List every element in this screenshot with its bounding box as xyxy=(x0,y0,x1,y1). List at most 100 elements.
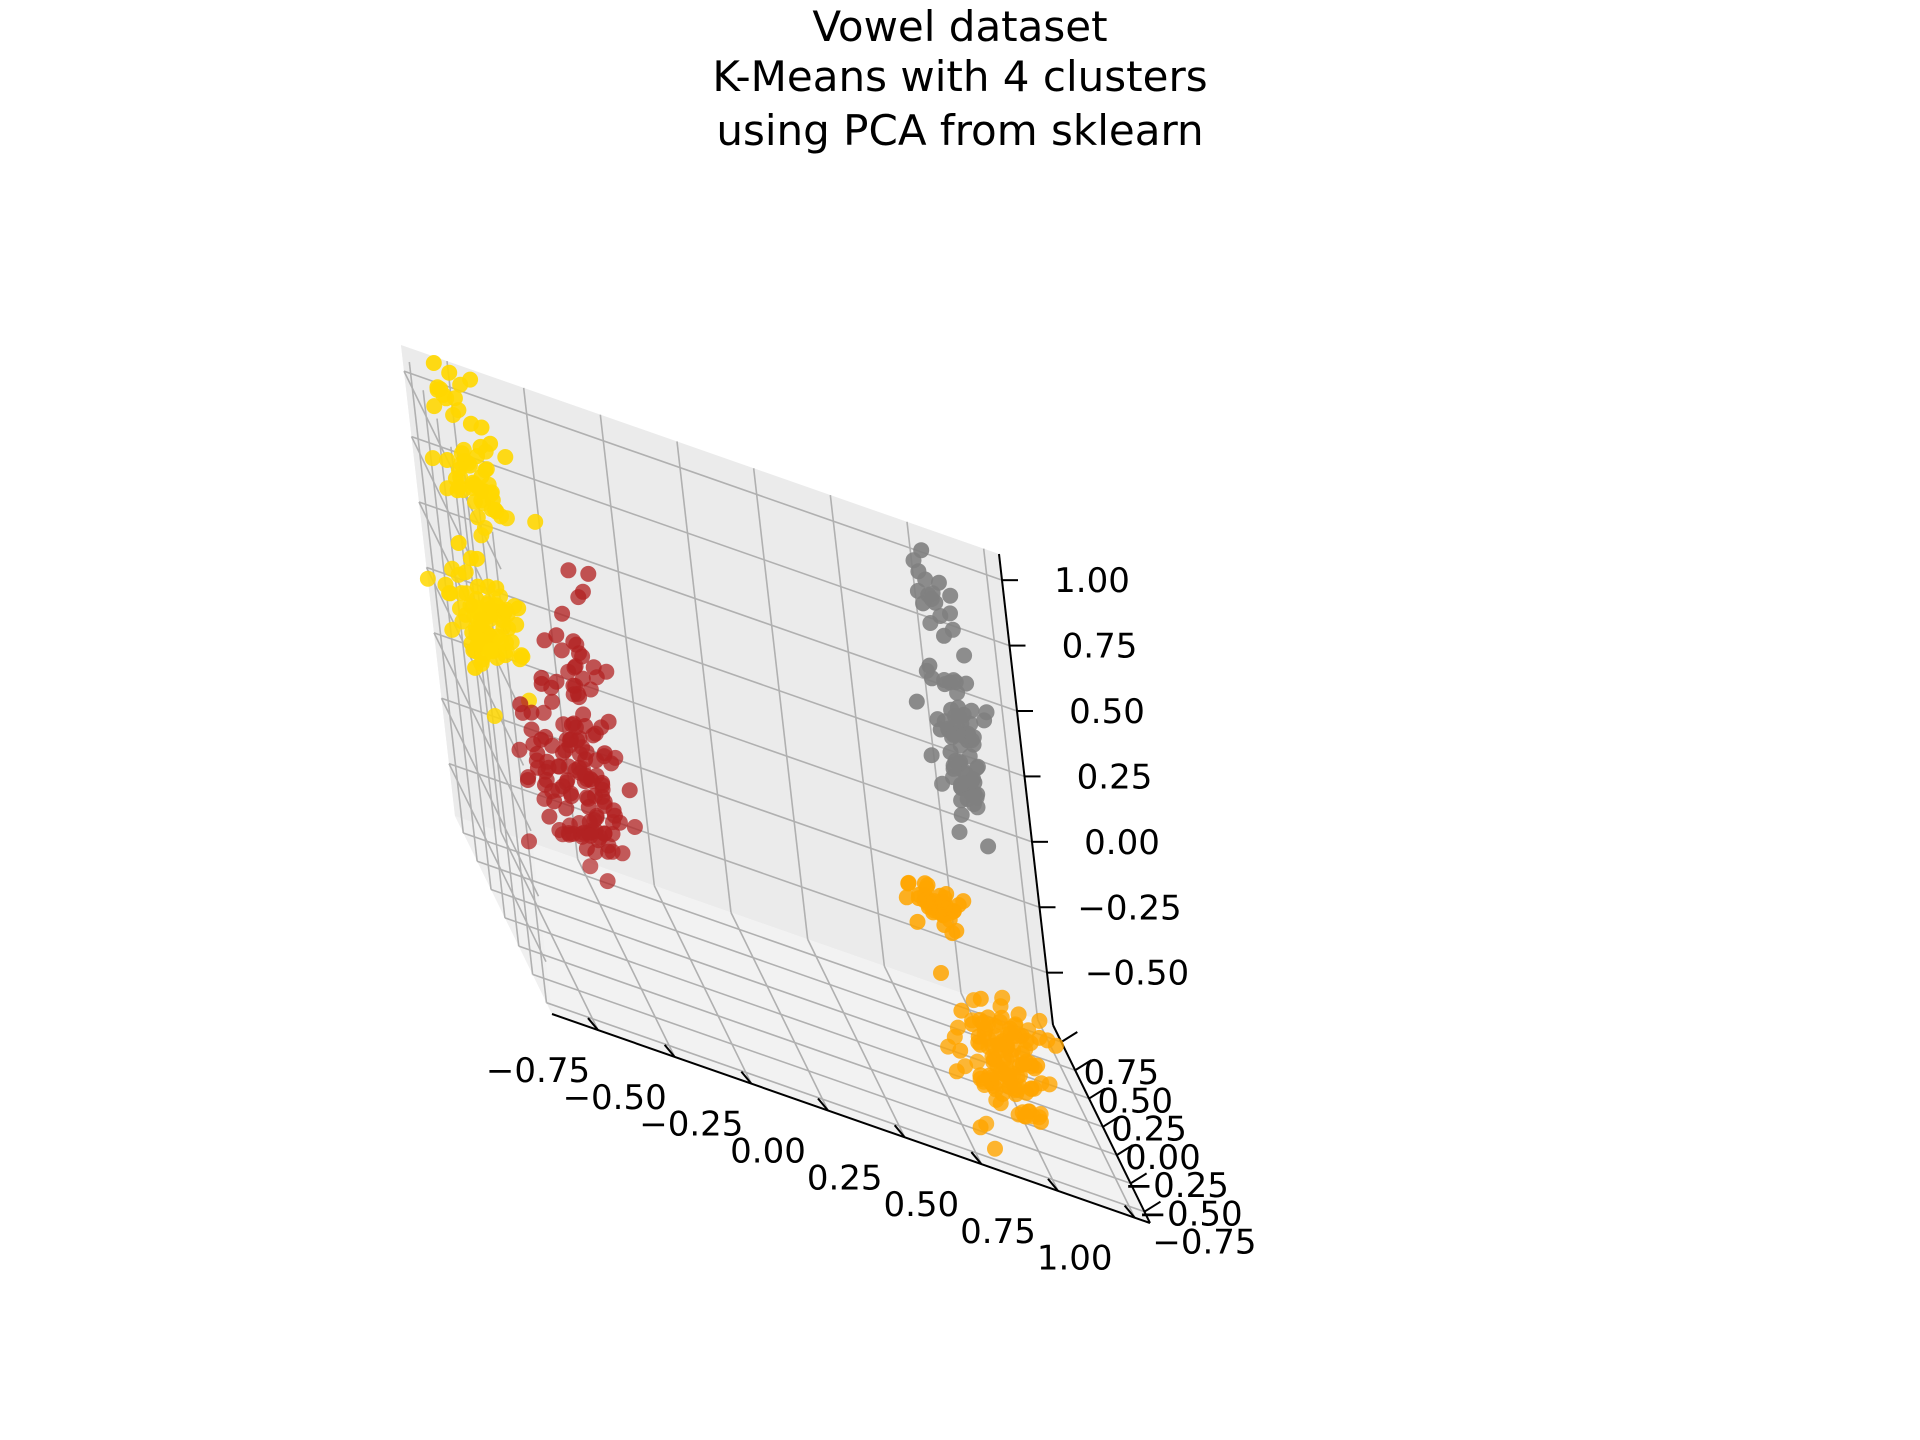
z-gridline-left xyxy=(440,697,540,897)
scatter-point-series-0 xyxy=(519,772,536,788)
scatter-point-series-3 xyxy=(980,1016,996,1033)
scatter-point-series-2 xyxy=(936,672,953,688)
y-tick-mark xyxy=(1143,1200,1161,1213)
scatter-point-series-0 xyxy=(596,797,613,814)
scatter-point-series-3 xyxy=(1041,1076,1058,1093)
scatter-point-series-2 xyxy=(956,647,973,664)
scatter-point-series-2 xyxy=(978,704,995,721)
scatter-point-series-1 xyxy=(452,469,469,485)
x-gridline-floor xyxy=(806,938,906,1138)
scatter-point-series-0 xyxy=(575,706,592,723)
scatter-point-series-0 xyxy=(582,681,599,698)
y-tick-mark xyxy=(1060,1031,1078,1043)
y-tick-label: 0.25 xyxy=(1111,1110,1187,1150)
scatter-point-series-3 xyxy=(978,1115,995,1132)
scatter-point-series-0 xyxy=(554,826,571,843)
scatter-point-series-3 xyxy=(990,1036,1007,1053)
scatter-point-series-3 xyxy=(993,1062,1010,1079)
scatter-point-series-1 xyxy=(480,608,497,625)
scatter-point-series-3 xyxy=(1020,1022,1037,1039)
scatter-point-series-2 xyxy=(932,608,949,624)
y-axis-line xyxy=(1052,1024,1151,1224)
y-tick-label: 0.50 xyxy=(1097,1081,1173,1121)
scatter-point-series-3 xyxy=(1006,1017,1023,1034)
scatter-point-series-0 xyxy=(607,749,624,766)
scatter-point-series-1 xyxy=(478,461,495,478)
scatter-point-series-3 xyxy=(953,1002,970,1019)
scatter-point-series-1 xyxy=(473,655,490,672)
scatter-point-series-2 xyxy=(944,621,961,638)
x-tick-mark xyxy=(893,1124,906,1138)
scatter-point-series-0 xyxy=(592,829,609,846)
y-tick-mark xyxy=(1074,1059,1092,1072)
scatter-point-series-2 xyxy=(980,838,997,855)
scatter-point-series-2 xyxy=(927,594,944,611)
scatter-point-series-1 xyxy=(464,480,481,496)
scatter-point-series-3 xyxy=(933,965,949,981)
scatter-point-series-3 xyxy=(909,913,926,930)
scatter-point-series-3 xyxy=(941,911,958,928)
scatter-point-series-0 xyxy=(553,642,570,659)
scatter-point-series-3 xyxy=(1031,1012,1048,1029)
z-tick-label: 0.00 xyxy=(1084,823,1160,863)
x-gridline-floor xyxy=(576,858,676,1058)
x-tick-mark xyxy=(587,1017,599,1031)
scatter-point-series-0 xyxy=(533,669,550,686)
scatter-point-series-1 xyxy=(482,642,499,659)
x-tick-mark xyxy=(1047,1178,1059,1192)
scatter-point-series-1 xyxy=(424,450,441,467)
scatter-point-series-0 xyxy=(605,814,621,831)
z-gridline-back xyxy=(433,632,1033,843)
y-tick-mark xyxy=(1130,1172,1148,1185)
scatter-point-series-1 xyxy=(455,441,472,458)
axis-ticks: −0.75−0.50−0.250.000.250.500.751.00 −0.75… xyxy=(486,561,1257,1278)
scatter-point-series-1 xyxy=(495,619,512,635)
scatter-point-series-3 xyxy=(898,889,915,906)
x-tick-label: 0.50 xyxy=(883,1185,959,1225)
data-points xyxy=(419,355,1064,1157)
scatter-point-series-0 xyxy=(538,772,555,788)
x-gridline-back xyxy=(676,441,732,913)
scatter-point-series-1 xyxy=(480,476,497,493)
x-tick-label: 0.25 xyxy=(807,1158,883,1198)
x-gridline-floor xyxy=(883,965,983,1165)
scatter-point-series-1 xyxy=(498,510,515,527)
z-tick-label: 0.75 xyxy=(1062,627,1138,667)
scatter-point-series-0 xyxy=(523,721,540,738)
scatter-point-series-1 xyxy=(493,633,510,650)
x-tick-mark xyxy=(970,1151,983,1165)
scatter-point-series-3 xyxy=(1010,1081,1027,1098)
y-tick-label: 0.00 xyxy=(1125,1138,1201,1178)
scatter-point-series-2 xyxy=(942,587,959,604)
x-gridline-back xyxy=(982,548,1039,1020)
scatter-point-series-3 xyxy=(965,992,982,1009)
scatter-point-series-0 xyxy=(574,739,591,756)
scatter-point-series-2 xyxy=(963,702,980,719)
scatter-point-series-3 xyxy=(1023,1080,1040,1097)
scatter-point-series-2 xyxy=(917,571,934,588)
scatter-point-series-0 xyxy=(599,873,616,890)
y-tick-mark xyxy=(1102,1115,1120,1128)
scatter-point-series-0 xyxy=(525,736,542,753)
scatter-point-series-0 xyxy=(521,833,537,850)
x-tick-label: 1.00 xyxy=(1037,1239,1113,1279)
scatter-point-series-1 xyxy=(458,585,475,602)
scatter-point-series-2 xyxy=(918,662,935,679)
scatter-point-series-1 xyxy=(497,449,514,465)
scatter-point-series-2 xyxy=(905,552,922,569)
scatter-point-series-1 xyxy=(492,588,509,605)
scatter-point-series-2 xyxy=(969,758,986,775)
y-gridline-left xyxy=(436,418,492,890)
x-gridline-floor xyxy=(653,885,753,1085)
scatter-point-series-3 xyxy=(957,1058,974,1075)
scatter-point-series-3 xyxy=(1032,1106,1049,1122)
scatter-point-series-3 xyxy=(976,1077,993,1093)
scatter-point-series-2 xyxy=(950,725,966,742)
scatter-point-series-0 xyxy=(588,809,605,826)
x-gridline-floor xyxy=(500,831,599,1031)
scatter-point-series-2 xyxy=(962,715,979,732)
scatter-point-series-3 xyxy=(952,1042,969,1059)
scatter-point-series-2 xyxy=(953,806,970,823)
scatter-point-series-1 xyxy=(506,598,523,615)
scatter-point-series-2 xyxy=(963,773,980,790)
